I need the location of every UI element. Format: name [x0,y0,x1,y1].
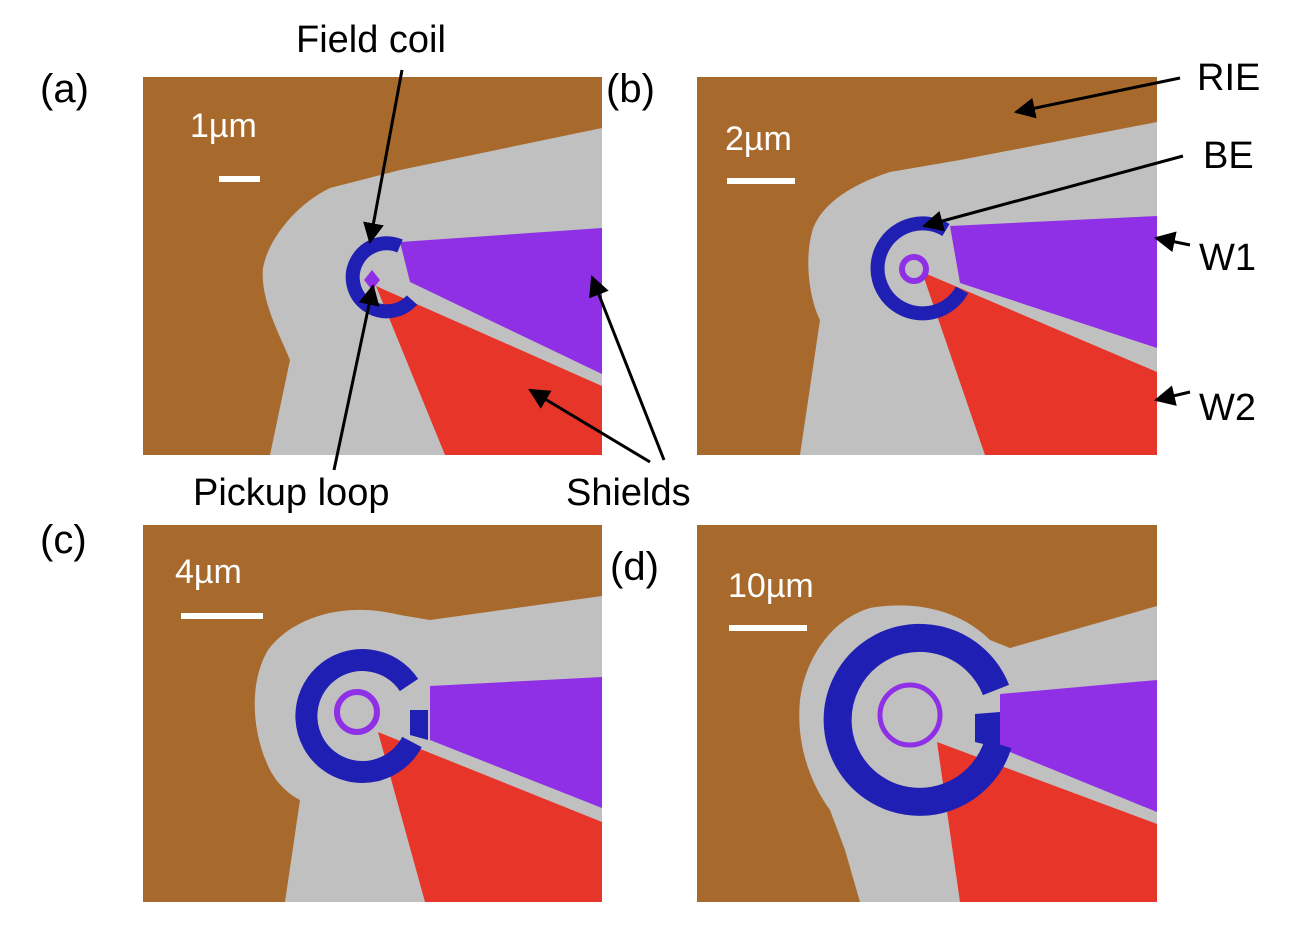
panel-label-b: (b) [606,67,655,111]
pickup-loop-arrow [332,283,380,471]
field-coil [295,649,422,784]
shields-label: Shields [566,472,691,514]
shields-arrow-2 [589,275,666,461]
w2-shield [376,286,602,455]
scale-label: 2µm [725,120,792,158]
pickup-loop [334,689,380,735]
scale-bar [219,176,260,182]
w1-shield [1000,680,1157,812]
scale-label: 4µm [175,553,242,591]
be-label: BE [1203,135,1254,177]
rie-label: RIE [1197,57,1260,99]
pickup-loop [899,254,929,284]
panel-a: 1µm (a) [40,67,602,455]
pickup-loop-label: Pickup loop [193,472,389,514]
scale-label: 10µm [728,567,814,605]
panel-label-c: (c) [40,518,87,562]
panel-b: 2µm (b) [606,67,1157,455]
scale-label: 1µm [190,107,257,145]
w2-arrow [1153,385,1191,406]
field-coil [823,623,1012,816]
field-coil-tab [975,712,1000,748]
field-coil [345,236,418,319]
w1-shield [400,228,602,374]
w2-shield [922,272,1157,455]
panel-c: 4µm (c) [40,518,603,902]
field-coil-label: Field coil [296,19,446,61]
pickup-loop [877,682,943,748]
w1-arrow [1153,231,1191,253]
field-coil [870,216,969,321]
w1-shield [950,216,1157,348]
panel-label-d: (d) [610,545,659,589]
w2-shield [378,732,602,902]
w1-label: W1 [1199,237,1256,279]
be-arrow [921,154,1184,232]
shields-arrow-1 [528,388,651,464]
panel-d: 10µm (d) [610,525,1157,902]
rie-arrow [1013,76,1181,119]
scale-bar [727,178,795,184]
w1-shield [430,677,602,808]
w2-label: W2 [1199,387,1256,429]
scale-bar [181,613,263,619]
field-coil-tab [410,710,428,740]
scale-bar [729,625,807,631]
field-coil-arrow [363,69,404,245]
annotations: Field coil Pickup loop Shields RIE BE W1… [193,19,1260,514]
panel-label-a: (a) [40,67,89,111]
